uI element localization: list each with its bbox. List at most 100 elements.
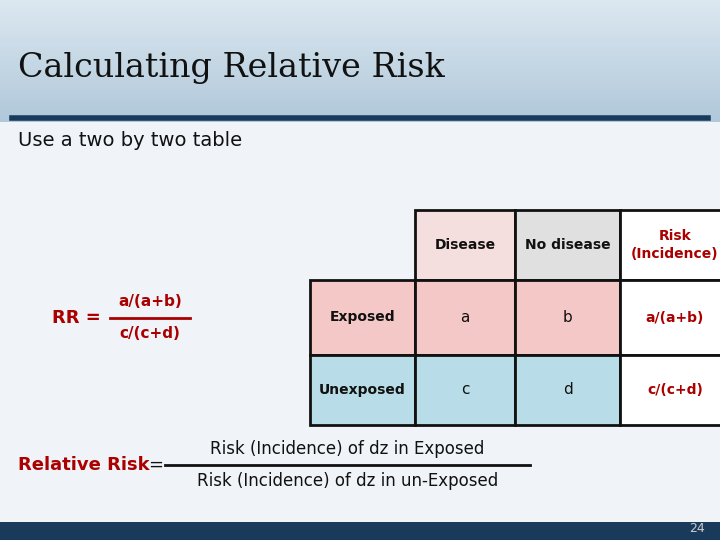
- Bar: [0, 196, 720, 199]
- Bar: [515, 210, 620, 280]
- Bar: [0, 362, 720, 365]
- Bar: [0, 503, 720, 505]
- Bar: [0, 335, 720, 338]
- Bar: [0, 508, 720, 511]
- Bar: [0, 480, 720, 482]
- Bar: [0, 485, 720, 488]
- Bar: [0, 413, 720, 415]
- Bar: [0, 422, 720, 424]
- Bar: [0, 62, 720, 65]
- Bar: [0, 114, 720, 117]
- Text: Disease: Disease: [434, 238, 495, 252]
- Bar: [0, 149, 720, 152]
- Bar: [310, 280, 415, 355]
- Bar: [0, 275, 720, 278]
- Bar: [0, 317, 720, 320]
- Bar: [0, 481, 720, 484]
- Bar: [0, 292, 720, 294]
- Bar: [0, 77, 720, 79]
- Bar: [0, 134, 720, 137]
- Bar: [0, 44, 720, 47]
- Text: Use a two by two table: Use a two by two table: [18, 131, 242, 150]
- Bar: [0, 89, 720, 92]
- Bar: [0, 194, 720, 197]
- Bar: [0, 463, 720, 466]
- Bar: [0, 24, 720, 27]
- Bar: [0, 416, 720, 419]
- Bar: [0, 309, 720, 313]
- Bar: [0, 265, 720, 267]
- Bar: [0, 234, 720, 237]
- Bar: [0, 512, 720, 515]
- Bar: [0, 534, 720, 536]
- Bar: [0, 500, 720, 502]
- Text: Relative Risk: Relative Risk: [18, 456, 150, 474]
- Bar: [0, 483, 720, 486]
- Bar: [0, 98, 720, 101]
- Bar: [0, 26, 720, 29]
- Bar: [0, 33, 720, 36]
- Bar: [415, 355, 515, 425]
- Bar: [0, 30, 720, 32]
- Bar: [0, 91, 720, 94]
- Bar: [0, 257, 720, 260]
- Text: c/(c+d): c/(c+d): [647, 383, 703, 397]
- Bar: [0, 31, 720, 35]
- Bar: [0, 100, 720, 103]
- Bar: [0, 371, 720, 374]
- Bar: [0, 145, 720, 148]
- Bar: [0, 176, 720, 179]
- Bar: [0, 461, 720, 464]
- Bar: [0, 136, 720, 139]
- Bar: [0, 172, 720, 175]
- Bar: [0, 198, 720, 200]
- Bar: [0, 411, 720, 414]
- Bar: [0, 476, 720, 478]
- Bar: [0, 429, 720, 431]
- Bar: [0, 285, 720, 287]
- Bar: [0, 17, 720, 20]
- Bar: [0, 407, 720, 410]
- Bar: [0, 42, 720, 45]
- Bar: [0, 10, 720, 12]
- Bar: [0, 458, 720, 461]
- Bar: [0, 1, 720, 4]
- Bar: [0, 232, 720, 235]
- Bar: [0, 53, 720, 56]
- Bar: [0, 160, 720, 163]
- Bar: [0, 218, 720, 220]
- Bar: [0, 48, 720, 51]
- Bar: [0, 301, 720, 303]
- Bar: [0, 3, 720, 5]
- Bar: [0, 144, 720, 146]
- Text: Unexposed: Unexposed: [319, 383, 406, 397]
- Bar: [0, 212, 720, 215]
- Bar: [0, 373, 720, 376]
- Bar: [0, 248, 720, 251]
- Bar: [0, 246, 720, 249]
- Bar: [0, 384, 720, 387]
- Bar: [0, 181, 720, 184]
- Bar: [0, 272, 720, 274]
- Bar: [0, 223, 720, 226]
- Bar: [0, 185, 720, 188]
- Bar: [0, 501, 720, 504]
- Bar: [0, 304, 720, 307]
- Bar: [415, 280, 515, 355]
- Bar: [0, 523, 720, 525]
- Bar: [0, 447, 720, 450]
- Bar: [0, 445, 720, 448]
- Bar: [0, 117, 720, 119]
- Bar: [0, 306, 720, 309]
- Text: d: d: [562, 382, 572, 397]
- Bar: [0, 262, 720, 266]
- Bar: [0, 215, 720, 219]
- Bar: [0, 360, 720, 363]
- Bar: [0, 470, 720, 473]
- Bar: [0, 409, 720, 412]
- Bar: [0, 430, 720, 434]
- Bar: [0, 521, 720, 524]
- Bar: [0, 514, 720, 517]
- Bar: [0, 349, 720, 352]
- Bar: [0, 35, 720, 38]
